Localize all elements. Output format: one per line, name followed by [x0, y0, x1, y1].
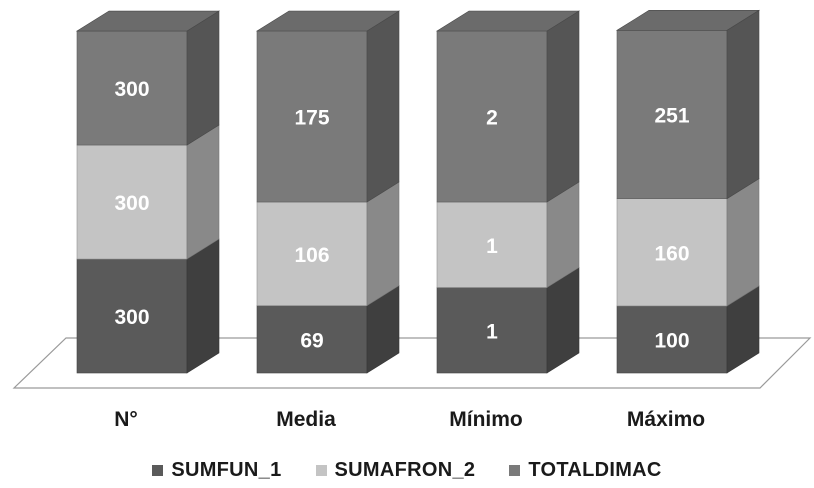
bar-media-sumfun-1: [256, 285, 400, 374]
data-label-maximo-sumfun-1: 100: [654, 329, 689, 352]
data-label-media-sumafron-2: 106: [294, 244, 329, 267]
x-tick-label-maximo: Máximo: [627, 408, 705, 431]
legend-label-sumfun-1: SUMFUN_1: [171, 458, 282, 481]
bar-minimo-sumafron-2: [436, 181, 580, 289]
bar-media-sumafron-2: [256, 181, 400, 307]
legend-label-totaldimac: TOTALDIMAC: [528, 458, 662, 481]
data-label-minimo-sumfun-1: 1: [486, 320, 498, 343]
bar-maximo-sumafron-2: [616, 178, 760, 307]
bar-n-totaldimac: [75, 10, 221, 146]
legend-swatch-sumafron-2: [315, 464, 327, 476]
legend-item-totaldimac: TOTALDIMAC: [509, 459, 661, 482]
x-tick-label-media: Media: [276, 408, 336, 431]
legend-item-sumfun-1: SUMFUN_1: [152, 459, 281, 482]
x-tick-label-minimo: Mínimo: [449, 408, 523, 431]
bar-n-sumfun-1: [76, 238, 220, 374]
bar-media-totaldimac: [255, 10, 401, 203]
data-label-maximo-totaldimac: 251: [654, 104, 689, 127]
x-tick-label-n: N°: [114, 408, 138, 431]
data-label-media-sumfun-1: 69: [300, 329, 323, 352]
data-label-n-sumafron-2: 300: [114, 192, 149, 215]
data-label-minimo-sumafron-2: 1: [486, 235, 498, 258]
bar-n-sumafron-2: [76, 124, 220, 260]
data-label-maximo-sumafron-2: 160: [654, 242, 689, 265]
bar-maximo-totaldimac: [615, 9, 761, 200]
bar-maximo-sumfun-1: [616, 285, 760, 374]
legend-swatch-totaldimac: [509, 464, 521, 476]
legend: SUMFUN_1 SUMAFRON_2 TOTALDIMAC: [0, 455, 814, 485]
legend-label-sumafron-2: SUMAFRON_2: [334, 458, 476, 481]
bar-minimo-totaldimac: [435, 10, 581, 203]
legend-item-sumafron-2: SUMAFRON_2: [315, 458, 476, 482]
bar-minimo-sumfun-1: [436, 266, 580, 374]
data-label-n-sumfun-1: 300: [114, 306, 149, 329]
data-label-media-totaldimac: 175: [294, 107, 329, 130]
data-label-minimo-totaldimac: 2: [486, 107, 498, 130]
data-label-n-totaldimac: 300: [114, 78, 149, 101]
legend-swatch-sumfun-1: [152, 464, 164, 476]
